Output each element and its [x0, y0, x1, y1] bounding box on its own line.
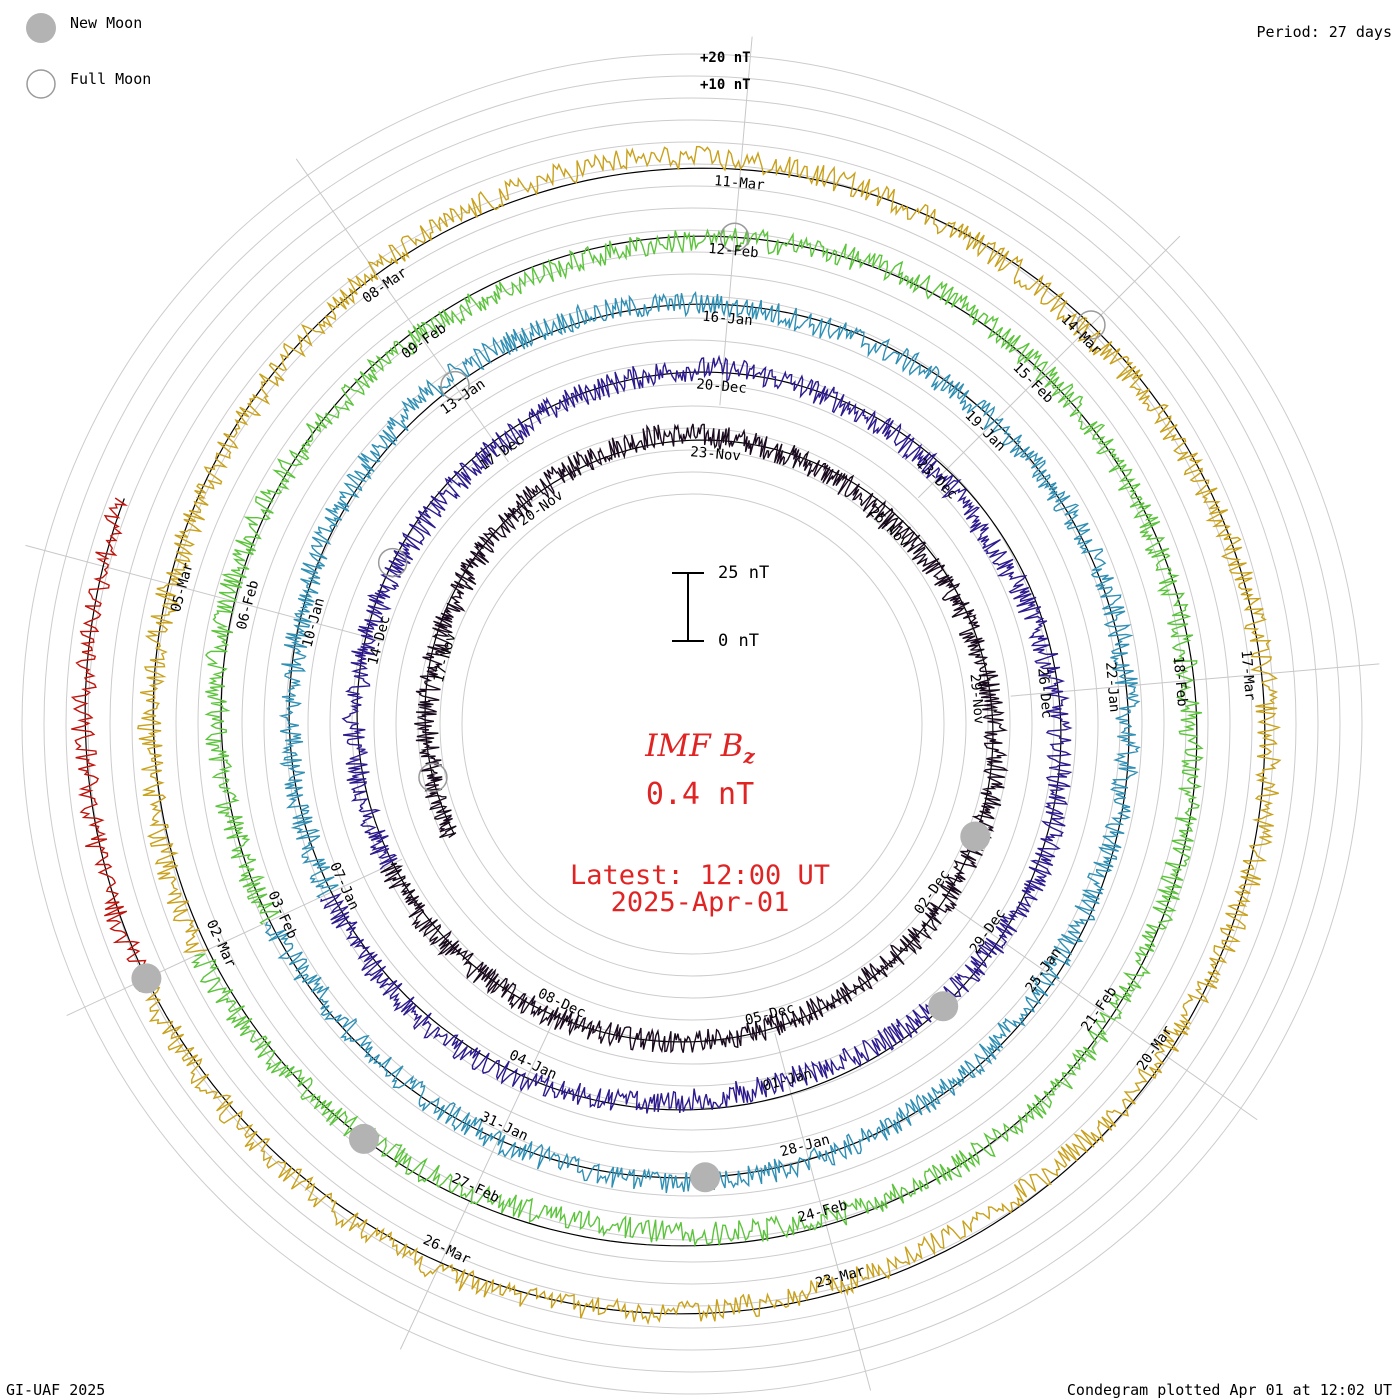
credit-label: GI-UAF 2025 [6, 1381, 106, 1399]
grid-circle [175, 207, 1209, 1241]
grid-circle [395, 427, 989, 1021]
quantity-name: IMF B [645, 728, 744, 764]
full-moon-marker [440, 370, 470, 401]
date-label: 23-Nov [690, 444, 742, 464]
date-label: 28-Jan [779, 1132, 832, 1161]
full-moon-legend-icon [26, 69, 56, 99]
plotted-timestamp: Condegram plotted Apr 01 at 12:02 UT [1066, 1381, 1392, 1399]
date-label: 18-Feb [1170, 655, 1190, 707]
grid-spoke [917, 235, 1181, 499]
grid-circle [43, 75, 1341, 1373]
new-moon-legend-icon [26, 13, 56, 43]
grid-circle [329, 361, 1055, 1087]
date-label: 26-Dec [1034, 667, 1054, 719]
new-moon-legend-label: New Moon [70, 14, 143, 32]
date-label: 20-Dec [696, 376, 748, 396]
reference-labels: +20 nT +10 nT [700, 50, 751, 93]
date-label: 24-Feb [796, 1197, 849, 1226]
grid-circle [131, 163, 1253, 1285]
quantity-title: IMF Bz [0, 728, 1400, 768]
date-label: 23-Mar [814, 1263, 867, 1292]
new-moon-marker [131, 963, 162, 994]
bz-trace-revolution-5 [137, 145, 1282, 1326]
grid-circle [109, 141, 1275, 1307]
grid-circle [351, 383, 1033, 1065]
date-label: 22-Jan [1102, 661, 1122, 713]
grid-circle [439, 471, 945, 977]
grid-spoke [25, 544, 384, 642]
full-moon-legend-label: Full Moon [70, 70, 152, 88]
full-moon-marker [377, 547, 408, 578]
moon-layer [131, 222, 1106, 1193]
grid-spoke [719, 36, 753, 406]
grid-spoke [774, 1032, 872, 1391]
period-label: Period: 27 days [1256, 23, 1392, 41]
date-label: 16-Jan [702, 309, 754, 329]
date-label: 11-Mar [713, 173, 765, 193]
bz-trace-revolution-2 [320, 354, 1073, 1114]
reference-label-plus-10: +10 nT [700, 77, 751, 93]
date-label: 08-Mar [360, 265, 411, 307]
date-label: 17-Mar [1238, 649, 1258, 701]
latest-time: Latest: 12:00 UT [569, 860, 831, 891]
new-moon-marker [960, 821, 991, 852]
grid-spoke [66, 858, 403, 1017]
trace-layer [70, 145, 1282, 1326]
date-label: 13-Jan [438, 376, 489, 418]
new-moon-marker [690, 1162, 721, 1193]
full-moon-marker [719, 222, 750, 252]
bz-trace-revolution-3 [264, 291, 1141, 1194]
date-label: 29-Nov [967, 673, 987, 725]
scale-bar [672, 572, 704, 642]
full-moon-marker [418, 762, 448, 793]
bz-trace-revolution-1 [380, 423, 1009, 1054]
grid-circle [21, 53, 1363, 1395]
grid-circle [263, 295, 1121, 1153]
grid-circle [197, 229, 1187, 1219]
grid-circle [373, 405, 1011, 1043]
date-label: 26-Mar [420, 1232, 473, 1268]
bz-trace-revolution-4 [190, 228, 1204, 1248]
legend-icons [26, 13, 56, 99]
date-label: 25-Jan [1023, 945, 1065, 996]
scale-bar-bottom-label: 0 nT [718, 631, 759, 651]
grid-spoke [1010, 663, 1380, 697]
grid-circle [219, 251, 1165, 1197]
latest-date: 2025-Apr-01 [610, 887, 790, 918]
date-label: 05-Dec [743, 1000, 796, 1029]
grid-spoke [399, 1013, 558, 1350]
grid-circle [285, 317, 1099, 1131]
new-moon-marker [348, 1123, 379, 1154]
grid-spoke [295, 158, 509, 463]
new-moon-marker [928, 991, 959, 1022]
full-moon-marker [1076, 310, 1106, 340]
date-label: 27-Feb [449, 1171, 502, 1207]
date-label: 12-Feb [707, 241, 759, 261]
bz-trace-revolution-6 [70, 497, 153, 979]
scale-bar-top-label: 25 nT [718, 563, 770, 583]
quantity-subscript: z [743, 744, 755, 769]
reference-label-plus-20: +20 nT [700, 50, 751, 66]
grid-circle [65, 97, 1319, 1351]
grid-circle [461, 493, 923, 955]
current-value: 0.4 nT [645, 777, 755, 812]
